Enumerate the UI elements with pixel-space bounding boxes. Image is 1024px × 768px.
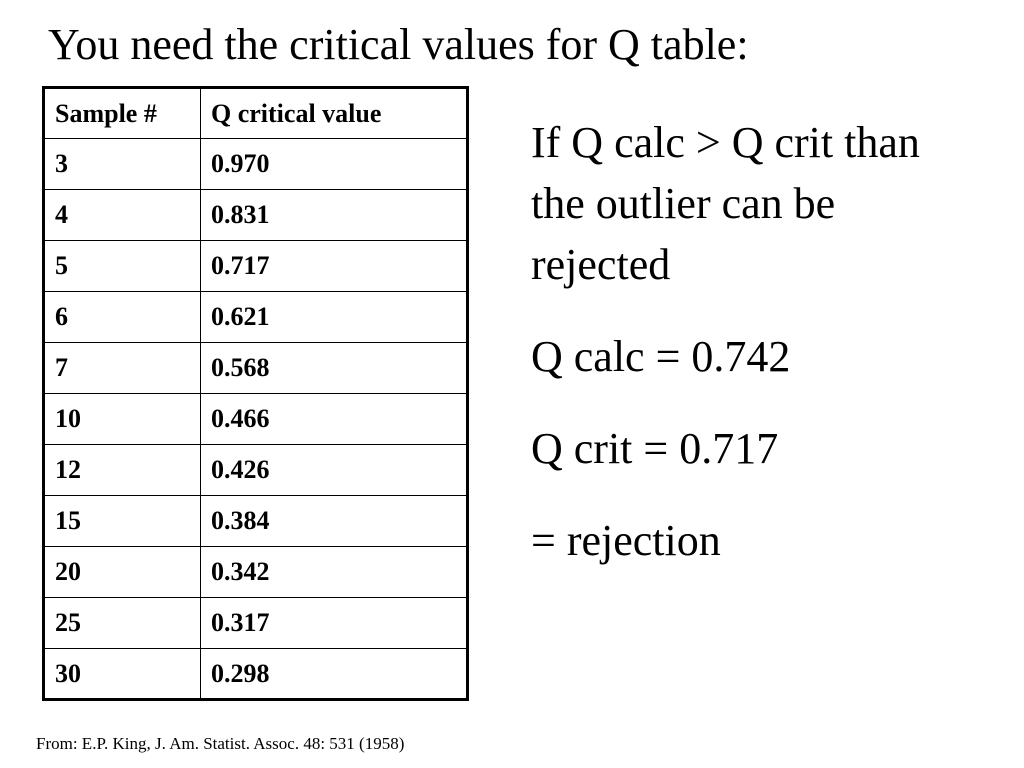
- table-row: 5 0.717: [43, 240, 468, 292]
- table-cell: 0.568: [200, 342, 468, 394]
- table-cell: 0.384: [200, 495, 468, 547]
- table-cell: 20: [43, 546, 201, 598]
- table-cell: 7: [43, 342, 201, 394]
- q-table: Sample # Q critical value 3 0.970 4 0.831 5 0.7…: [42, 86, 469, 701]
- table-cell: 0.298: [200, 648, 468, 700]
- table-cell: 0.970: [200, 138, 468, 190]
- table-cell: 0.717: [200, 240, 468, 292]
- note-text: = rejection: [531, 516, 721, 565]
- table-row: 25 0.317: [43, 597, 468, 649]
- table-cell: 15: [43, 495, 201, 547]
- header-cell: Sample #: [43, 87, 201, 139]
- table-row: 12 0.426: [43, 444, 468, 496]
- citation: From: E.P. King, J. Am. Statist. Assoc. …: [36, 734, 405, 753]
- table-row: 4 0.831: [43, 189, 468, 241]
- header-row: Sample # Q critical value: [43, 87, 468, 139]
- table-cell: 0.621: [200, 291, 468, 343]
- table-cell: 0.342: [200, 546, 468, 598]
- notes: If Q calc > Q crit than the outlier can …: [531, 112, 951, 602]
- table-cell: 6: [43, 291, 201, 343]
- table-cell: 12: [43, 444, 201, 496]
- slide-title: You need the critical values for Q table…: [48, 20, 749, 69]
- table-row: 7 0.568: [43, 342, 468, 394]
- table-row: 3 0.970: [43, 138, 468, 190]
- table-row: 20 0.342: [43, 546, 468, 598]
- table-cell: 4: [43, 189, 201, 241]
- table-cell: 25: [43, 597, 201, 649]
- note-text: If Q calc > Q crit than the outlier can …: [531, 118, 920, 289]
- table-cell: 30: [43, 648, 201, 700]
- table-row: 15 0.384: [43, 495, 468, 547]
- note-text: Q calc = 0.742: [531, 332, 791, 381]
- header-cell: Q critical value: [200, 87, 468, 139]
- table-cell: 0.466: [200, 393, 468, 445]
- table-row: 6 0.621: [43, 291, 468, 343]
- table-body: Sample # Q critical value 3 0.970 4 0.831 5 0.7…: [43, 87, 468, 700]
- table-cell: 0.426: [200, 444, 468, 496]
- table-cell: 10: [43, 393, 201, 445]
- table-row: 30 0.298: [43, 648, 468, 700]
- table-cell: 0.317: [200, 597, 468, 649]
- table-cell: 5: [43, 240, 201, 292]
- table-cell: 0.831: [200, 189, 468, 241]
- table-cell: 3: [43, 138, 201, 190]
- table-row: 10 0.466: [43, 393, 468, 445]
- note-text: Q crit = 0.717: [531, 424, 779, 473]
